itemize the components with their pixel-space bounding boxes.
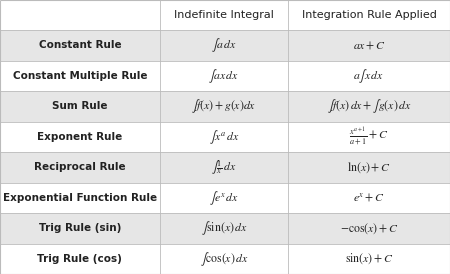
Text: Trig Rule (sin): Trig Rule (sin) — [39, 223, 121, 233]
Text: $\int ax\, dx$: $\int ax\, dx$ — [208, 67, 239, 85]
Text: Integration Rule Applied: Integration Rule Applied — [302, 10, 436, 20]
Text: Indefinite Integral: Indefinite Integral — [174, 10, 274, 20]
Bar — [0, 61, 450, 91]
Text: Sum Rule: Sum Rule — [52, 101, 108, 111]
Text: $\frac{x^{a+1}}{a+1} + C$: $\frac{x^{a+1}}{a+1} + C$ — [349, 126, 389, 147]
Text: Exponential Function Rule: Exponential Function Rule — [3, 193, 157, 203]
Text: $a\int x\, dx$: $a\int x\, dx$ — [354, 67, 384, 85]
Text: $\int a\, dx$: $\int a\, dx$ — [211, 36, 237, 54]
Text: $e^{x} + C$: $e^{x} + C$ — [353, 192, 385, 204]
Bar — [160, 0, 288, 30]
Text: $\int f(x) + g(x)dx$: $\int f(x) + g(x)dx$ — [191, 97, 256, 115]
Text: Reciprocal Rule: Reciprocal Rule — [34, 162, 126, 172]
Text: Exponent Rule: Exponent Rule — [37, 132, 122, 142]
Text: $\int e^{x}\, dx$: $\int e^{x}\, dx$ — [209, 189, 239, 207]
Text: Constant Multiple Rule: Constant Multiple Rule — [13, 71, 147, 81]
Text: Trig Rule (cos): Trig Rule (cos) — [37, 254, 122, 264]
Bar — [288, 0, 450, 30]
Text: $\ln(x) + C$: $\ln(x) + C$ — [347, 160, 391, 175]
Text: $ax + C$: $ax + C$ — [353, 39, 385, 51]
Text: $\int \cos(x)\, dx$: $\int \cos(x)\, dx$ — [199, 250, 248, 268]
Bar — [0, 213, 450, 244]
Text: $-\cos(x) + C$: $-\cos(x) + C$ — [340, 221, 398, 236]
Text: $\int f(x)\, dx + \int g(x)\, dx$: $\int f(x)\, dx + \int g(x)\, dx$ — [327, 97, 411, 115]
Bar — [0, 122, 450, 152]
Bar — [0, 30, 450, 61]
Bar — [0, 91, 450, 122]
Text: $\int x^{a}\, dx$: $\int x^{a}\, dx$ — [209, 128, 239, 146]
Text: $\int \frac{1}{x}\, dx$: $\int \frac{1}{x}\, dx$ — [211, 158, 237, 177]
Text: Constant Rule: Constant Rule — [39, 40, 121, 50]
Text: $\sin(x) + C$: $\sin(x) + C$ — [345, 252, 393, 266]
Bar — [0, 0, 160, 30]
Bar — [0, 182, 450, 213]
Bar — [0, 152, 450, 182]
Bar — [0, 244, 450, 274]
Text: $\int \sin(x)\, dx$: $\int \sin(x)\, dx$ — [201, 219, 247, 237]
